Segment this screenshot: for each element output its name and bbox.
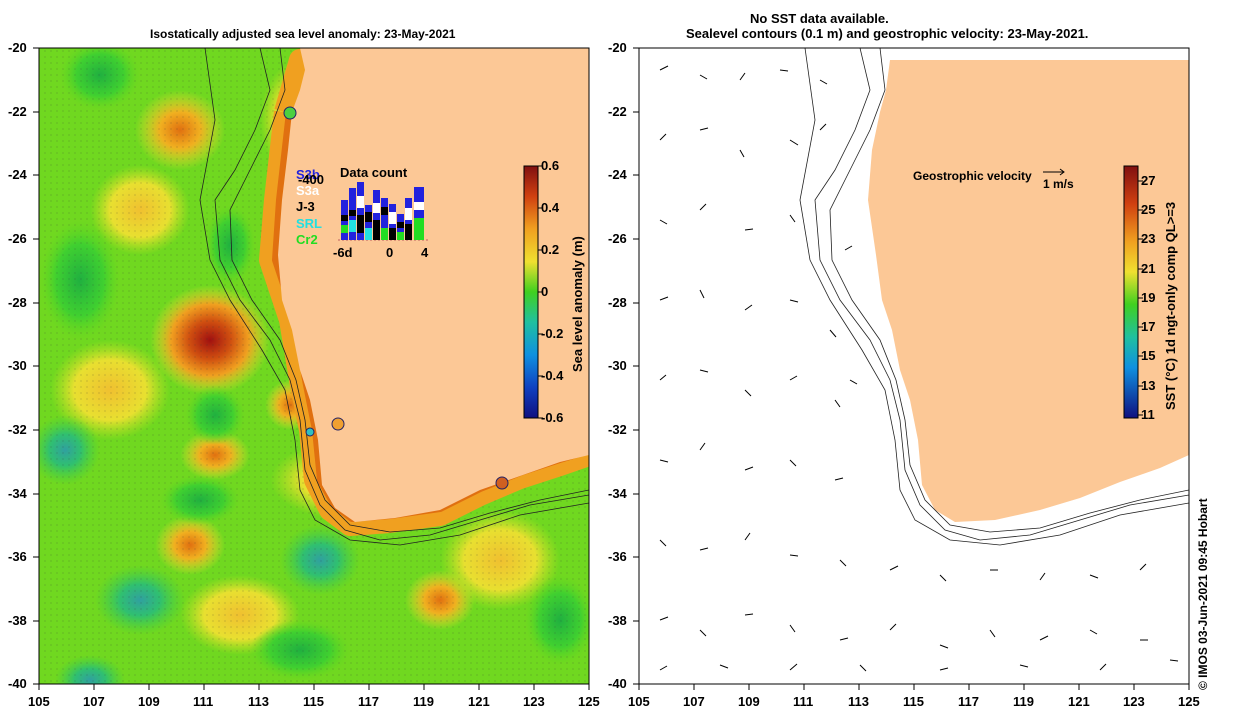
lon-tick: 123 [1123,694,1145,709]
sst-colorbar-tick: 23 [1141,231,1156,246]
sat-legend-cr2: Cr2 [296,232,318,247]
sst-colorbar-tick: 15 [1141,348,1156,363]
lon-tick: 111 [193,694,214,709]
inset-xtick: -6d [333,245,353,260]
lat-tick: -34 [608,486,627,501]
lat-tick: -36 [608,549,627,564]
sst-colorbar-tick: 13 [1141,378,1156,393]
tide-gauge-marker [331,417,345,431]
australia-land-right [868,60,1189,522]
lat-tick: -36 [8,549,27,564]
inset-xtick: 0 [386,245,394,260]
lat-tick: -28 [8,295,27,310]
tide-gauge-marker [305,427,315,437]
lon-tick: 119 [1013,694,1034,709]
sla-colorbar [523,165,539,419]
lon-tick: 107 [83,694,105,709]
lon-tick: 123 [523,694,545,709]
velocity-label: Geostrophic velocity [913,169,1032,183]
sat-legend-j3: J-3 [296,199,315,214]
sla-colorbar-tick: 0.6 [541,158,560,173]
lat-tick: -32 [608,422,627,437]
lon-tick: 115 [303,694,324,709]
lat-tick: -22 [8,104,27,119]
lat-tick: -32 [8,422,27,437]
sat-legend-overlap: -400 [298,172,325,187]
sat-legend-s3b: S3b [296,167,320,182]
right-map-title-line1: No SST data available. [750,11,889,26]
lat-tick: -40 [8,676,27,691]
sst-colorbar-tick: 27 [1141,173,1156,188]
lat-tick: -22 [608,104,627,119]
lon-tick: 117 [358,694,379,709]
lat-tick: -26 [8,231,27,246]
lon-tick: 109 [738,694,760,709]
lon-tick: 111 [793,694,814,709]
sla-colorbar-tick: 0 [541,284,549,299]
lat-tick: -38 [8,613,27,628]
lon-tick: 121 [468,694,490,709]
geostrophic-map [639,48,1189,684]
sst-colorbar-tick: 17 [1141,319,1156,334]
lat-tick: -34 [8,486,27,501]
sla-colorbar-tick: 0.4 [541,200,560,215]
tide-gauge-marker [495,476,509,490]
sla-colorbar-tick: 0.2 [541,242,560,257]
lon-tick: 113 [848,694,869,709]
lat-tick: -26 [608,231,627,246]
australia-land [278,48,589,522]
lon-tick: 107 [683,694,705,709]
sst-colorbar-tick: 19 [1141,290,1156,305]
lat-tick: -20 [8,40,27,55]
sst-colorbar [1123,165,1139,419]
lat-tick: -30 [8,358,27,373]
left-map-title: Isostatically adjusted sea level anomaly… [150,27,456,41]
lon-tick: 109 [138,694,160,709]
sat-legend-srl: SRL [296,216,322,231]
sla-colorbar-label: Sea level anomaly (m) [570,236,585,372]
lon-tick: 121 [1068,694,1090,709]
lat-tick: -28 [608,295,627,310]
lat-tick: -20 [608,40,627,55]
sla-colorbar-tick: -0.4 [541,368,564,383]
sst-colorbar-tick: 21 [1141,261,1156,276]
sla-colorbar-tick: -0.6 [541,410,564,425]
lat-tick: -24 [8,167,27,182]
lon-tick: 115 [903,694,924,709]
lon-tick: 105 [28,694,50,709]
lon-tick: 117 [958,694,979,709]
lon-tick: 105 [628,694,650,709]
right-map-title-line2: Sealevel contours (0.1 m) and geostrophi… [686,26,1089,41]
credit-text: © IMOS 03-Jun-2021 09:45 Hobart [1196,498,1210,690]
sla-map [39,48,589,684]
velocity-vectors [659,65,1179,672]
lat-tick: -24 [608,167,627,182]
lon-tick: 125 [1178,694,1200,709]
tide-gauge-marker [283,106,297,120]
sst-colorbar-label: SST (°C) 1d ngt-only comp QL>=3 [1163,201,1178,410]
sst-colorbar-tick: 25 [1141,202,1156,217]
inset-xtick: 4 [421,245,429,260]
lon-tick: 125 [578,694,600,709]
inset-bar-group [341,182,424,240]
sat-legend-s3a: S3a [296,183,320,198]
lat-tick: -38 [608,613,627,628]
sla-colorbar-tick: -0.2 [541,326,564,341]
inset-title: Data count [340,165,408,180]
data-count-inset [338,182,428,241]
lon-tick: 113 [248,694,269,709]
lon-tick: 119 [413,694,434,709]
velocity-scale-label: 1 m/s [1043,177,1074,191]
lat-tick: -30 [608,358,627,373]
lat-tick: -40 [608,676,627,691]
sst-colorbar-tick: 11 [1141,407,1155,422]
